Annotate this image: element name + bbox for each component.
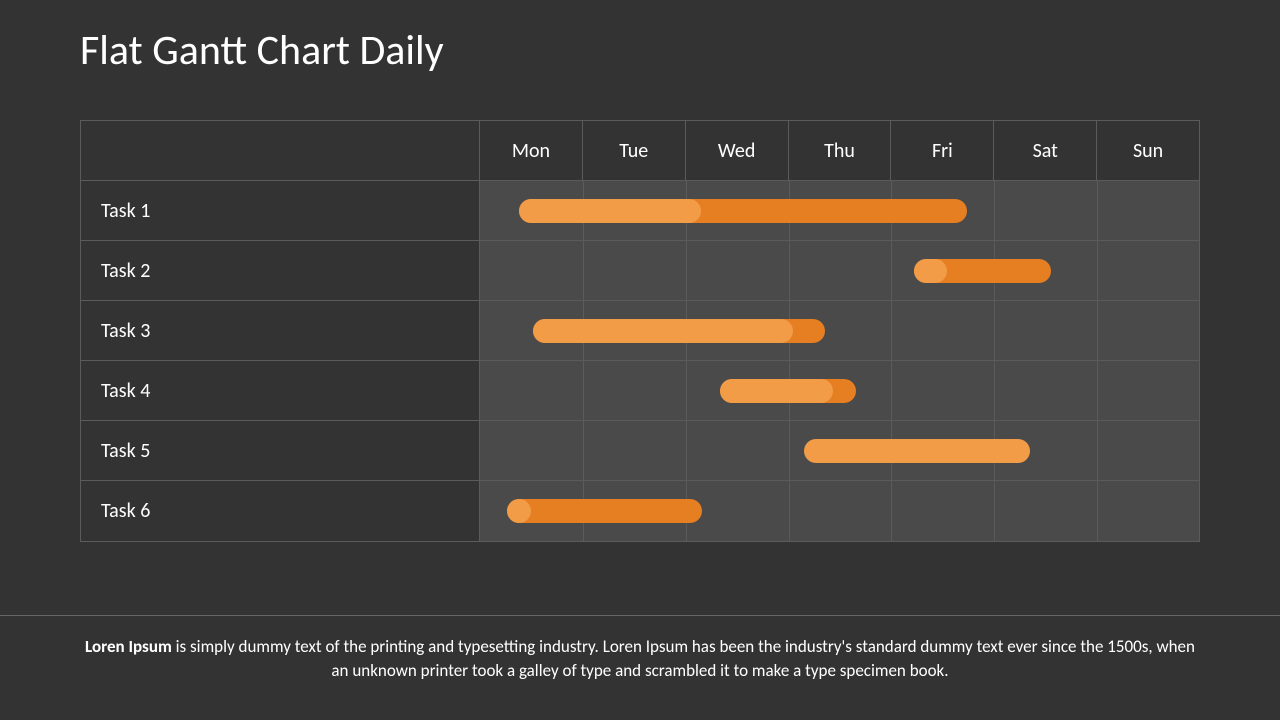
day-header-wed: Wed <box>686 121 789 180</box>
task-label: Task 6 <box>81 481 480 541</box>
gantt-row: Task 1 <box>81 181 1199 241</box>
gantt-bar-area <box>480 241 1199 300</box>
gantt-row: Task 3 <box>81 301 1199 361</box>
gantt-bar-outer <box>804 439 1030 463</box>
day-header-sun: Sun <box>1097 121 1199 180</box>
gantt-bar-outer <box>507 499 702 523</box>
gantt-bar-inner <box>914 259 947 283</box>
gantt-header-row: MonTueWedThuFriSatSun <box>81 121 1199 181</box>
header-label-cell <box>81 121 480 180</box>
page-title: Flat Gantt Chart Daily <box>80 25 444 76</box>
gantt-bar-area <box>480 301 1199 360</box>
footer-text: Loren Ipsum is simply dummy text of the … <box>80 635 1200 683</box>
day-header-mon: Mon <box>480 121 583 180</box>
gantt-chart: MonTueWedThuFriSatSun Task 1Task 2Task 3… <box>80 120 1200 542</box>
task-label: Task 3 <box>81 301 480 360</box>
task-label: Task 1 <box>81 181 480 240</box>
slide: Flat Gantt Chart Daily MonTueWedThuFriSa… <box>0 0 1280 720</box>
day-header-fri: Fri <box>891 121 994 180</box>
task-label: Task 4 <box>81 361 480 420</box>
gantt-bar-area <box>480 481 1199 541</box>
gantt-row: Task 2 <box>81 241 1199 301</box>
gantt-bar-inner <box>507 499 532 523</box>
gantt-bar-area <box>480 361 1199 420</box>
footer-divider <box>0 615 1280 616</box>
gantt-bar-inner <box>519 199 701 223</box>
gantt-row: Task 5 <box>81 421 1199 481</box>
gantt-bar-inner <box>720 379 833 403</box>
gantt-bar-area <box>480 421 1199 480</box>
task-label: Task 5 <box>81 421 480 480</box>
gantt-bar-area <box>480 181 1199 240</box>
day-header-sat: Sat <box>994 121 1097 180</box>
day-header-tue: Tue <box>583 121 686 180</box>
gantt-row: Task 6 <box>81 481 1199 541</box>
day-header-thu: Thu <box>789 121 892 180</box>
gantt-bar-inner <box>533 319 792 343</box>
task-label: Task 2 <box>81 241 480 300</box>
gantt-row: Task 4 <box>81 361 1199 421</box>
